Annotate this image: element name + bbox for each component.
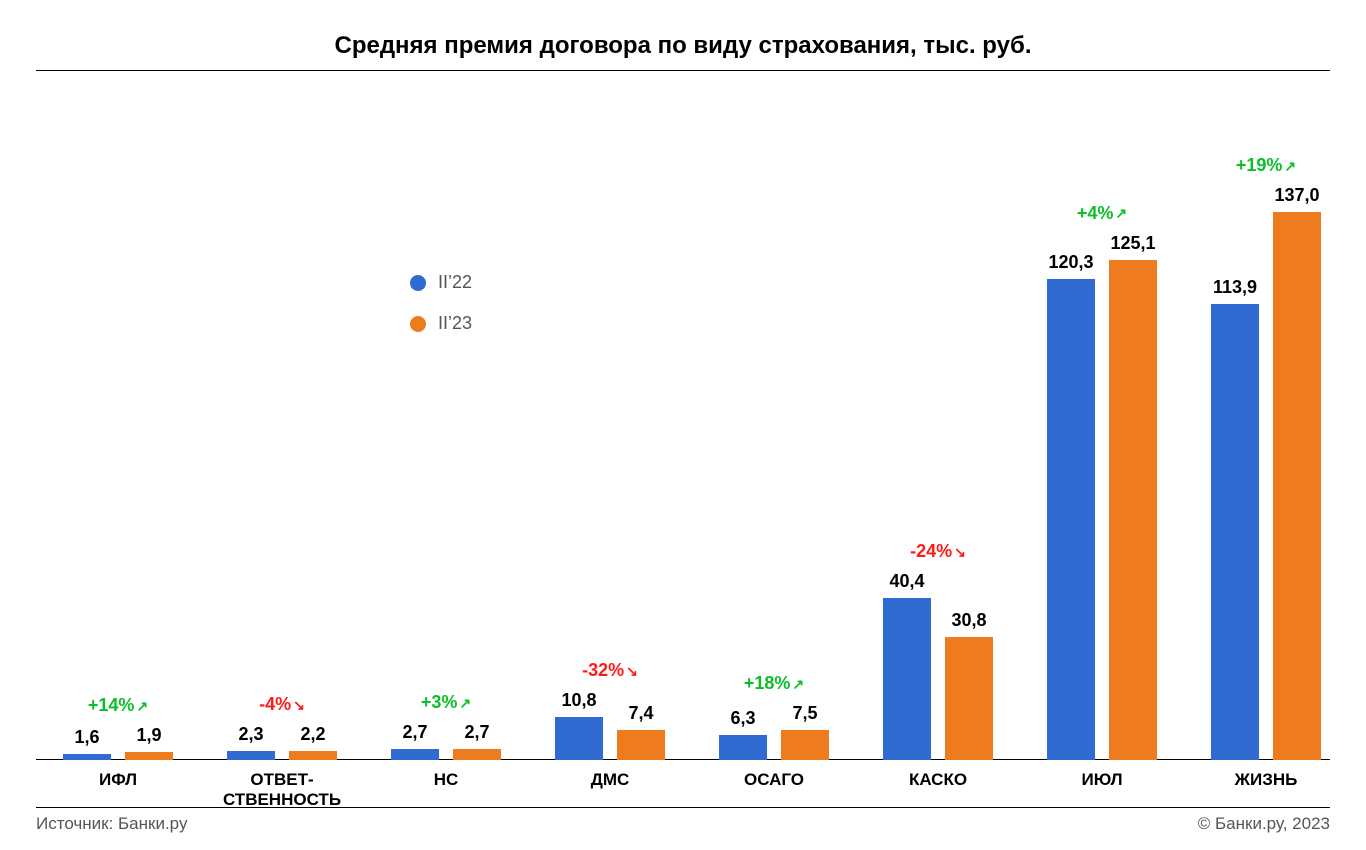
category-label: ОСАГО bbox=[694, 770, 854, 790]
bar-value-label: 1,6 bbox=[74, 727, 99, 748]
pct-change-label: -32%↘ bbox=[582, 660, 638, 681]
pct-change-label: +14%↗ bbox=[88, 695, 148, 716]
bar-series2-wrap: 2,2 bbox=[289, 751, 337, 760]
bar-series2 bbox=[945, 637, 993, 760]
bar-series1 bbox=[1211, 304, 1259, 760]
category-label: ДМС bbox=[530, 770, 690, 790]
bar-value-label: 7,5 bbox=[792, 703, 817, 724]
title-divider bbox=[36, 70, 1330, 71]
bar-series2-wrap: 30,8 bbox=[945, 637, 993, 760]
bar-series2 bbox=[453, 749, 501, 760]
bar-series1 bbox=[1047, 279, 1095, 760]
bar-series2-wrap: 2,7 bbox=[453, 749, 501, 760]
bar-series2 bbox=[1273, 212, 1321, 760]
plot-area: 1,61,9+14%↗ИФЛ2,32,2-4%↘ОТВЕТ-СТВЕННОСТЬ… bbox=[36, 115, 1330, 760]
category-label: ИЮЛ bbox=[1022, 770, 1182, 790]
source-label: Источник: Банки.ру bbox=[36, 814, 187, 834]
bar-series1-wrap: 120,3 bbox=[1047, 279, 1095, 760]
bar-value-label: 7,4 bbox=[628, 703, 653, 724]
bars-row: 1,6 1,9 bbox=[58, 752, 178, 760]
bar-series2 bbox=[125, 752, 173, 760]
bars-row: 40,4 30,8 bbox=[878, 598, 998, 760]
bar-series1 bbox=[227, 751, 275, 760]
copyright-label: © Банки.ру, 2023 bbox=[1198, 814, 1330, 834]
bar-series2 bbox=[289, 751, 337, 760]
category-label: ЖИЗНЬ bbox=[1186, 770, 1346, 790]
bar-series1-wrap: 40,4 bbox=[883, 598, 931, 760]
pct-change-label: -4%↘ bbox=[259, 694, 305, 715]
bar-value-label: 125,1 bbox=[1110, 233, 1155, 254]
bar-value-label: 6,3 bbox=[730, 708, 755, 729]
bar-series1-wrap: 6,3 bbox=[719, 735, 767, 760]
bar-value-label: 30,8 bbox=[951, 610, 986, 631]
bar-value-label: 2,3 bbox=[238, 724, 263, 745]
bar-series2 bbox=[1109, 260, 1157, 760]
bar-value-label: 113,9 bbox=[1213, 277, 1257, 298]
pct-change-label: +19%↗ bbox=[1236, 155, 1296, 176]
pct-change-label: -24%↘ bbox=[910, 541, 966, 562]
bars-row: 113,9 137,0 bbox=[1206, 212, 1326, 760]
category-label: КАСКО bbox=[858, 770, 1018, 790]
bar-series1-wrap: 2,7 bbox=[391, 749, 439, 760]
category-label: ИФЛ bbox=[38, 770, 198, 790]
bar-series2-wrap: 1,9 bbox=[125, 752, 173, 760]
bar-series2-wrap: 137,0 bbox=[1273, 212, 1321, 760]
bars-row: 2,3 2,2 bbox=[222, 751, 342, 760]
bar-series1 bbox=[883, 598, 931, 760]
bar-series1 bbox=[391, 749, 439, 760]
pct-change-label: +3%↗ bbox=[421, 692, 471, 713]
bars-row: 6,3 7,5 bbox=[714, 730, 834, 760]
bars-row: 2,7 2,7 bbox=[386, 749, 506, 760]
bar-value-label: 40,4 bbox=[889, 571, 924, 592]
footer-divider bbox=[36, 807, 1330, 808]
bar-value-label: 137,0 bbox=[1274, 185, 1319, 206]
bar-series1-wrap: 1,6 bbox=[63, 754, 111, 760]
pct-change-label: +4%↗ bbox=[1077, 203, 1127, 224]
bar-series2-wrap: 7,4 bbox=[617, 730, 665, 760]
bar-value-label: 1,9 bbox=[136, 725, 161, 746]
pct-change-label: +18%↗ bbox=[744, 673, 804, 694]
bar-value-label: 2,7 bbox=[464, 722, 489, 743]
category-label: ОТВЕТ-СТВЕННОСТЬ bbox=[202, 770, 362, 811]
bars-row: 120,3 125,1 bbox=[1042, 260, 1162, 760]
bar-series1 bbox=[63, 754, 111, 760]
bar-series2-wrap: 125,1 bbox=[1109, 260, 1157, 760]
bar-series1 bbox=[719, 735, 767, 760]
bar-value-label: 2,2 bbox=[300, 724, 325, 745]
bars-row: 10,8 7,4 bbox=[550, 717, 670, 760]
bar-series2-wrap: 7,5 bbox=[781, 730, 829, 760]
category-label: НС bbox=[366, 770, 526, 790]
bar-series1 bbox=[555, 717, 603, 760]
chart-title: Средняя премия договора по виду страхова… bbox=[0, 32, 1366, 60]
bar-value-label: 2,7 bbox=[402, 722, 427, 743]
bar-series1-wrap: 113,9 bbox=[1211, 304, 1259, 760]
bar-value-label: 10,8 bbox=[561, 690, 596, 711]
bar-value-label: 120,3 bbox=[1048, 252, 1093, 273]
bar-series1-wrap: 10,8 bbox=[555, 717, 603, 760]
bar-series1-wrap: 2,3 bbox=[227, 751, 275, 760]
bar-series2 bbox=[617, 730, 665, 760]
bar-series2 bbox=[781, 730, 829, 760]
